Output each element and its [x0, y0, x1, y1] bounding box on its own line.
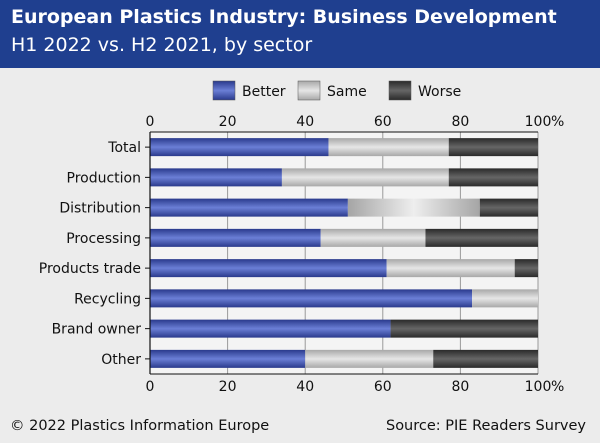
- bar-same-processing: [320, 228, 426, 247]
- bar-same-products-trade: [386, 259, 515, 278]
- bar-better-total: [150, 138, 329, 157]
- stacked-bar-chart: Better Same Worse 0 20 40 60 80 100 % 0 20 40 60 80 10…: [39, 80, 564, 395]
- category-label: Production: [67, 170, 141, 186]
- bar-worse-products-trade: [514, 259, 538, 278]
- bars: [150, 138, 538, 368]
- x-unit-label-top: %: [551, 114, 564, 130]
- legend-label-worse: Worse: [418, 84, 461, 100]
- x-unit-label-bottom: %: [551, 379, 564, 395]
- bar-same-total: [328, 138, 449, 157]
- title-bar: European Plastics Industry: Business Dev…: [0, 0, 600, 68]
- chart-title: European Plastics Industry: Business Dev…: [11, 6, 557, 28]
- bar-same-recycling: [472, 289, 538, 308]
- bar-worse-processing: [425, 228, 538, 247]
- x-tick-label-bottom: 0: [146, 379, 155, 395]
- chart-subtitle: H1 2022 vs. H2 2021, by sector: [11, 34, 313, 56]
- source-note: Source: PIE Readers Survey: [385, 418, 586, 434]
- x-tick-label-top: 60: [374, 114, 392, 130]
- bar-same-other: [305, 349, 434, 368]
- bar-better-production: [150, 168, 282, 187]
- x-tick-label-bottom: 20: [219, 379, 237, 395]
- legend-label-better: Better: [242, 84, 286, 100]
- legend-label-same: Same: [327, 84, 367, 100]
- category-label: Total: [107, 140, 141, 156]
- bar-worse-distribution: [479, 198, 538, 217]
- bar-same-distribution: [347, 198, 480, 217]
- bar-better-brand-owner: [150, 319, 391, 338]
- x-tick-label-top: 100: [525, 114, 552, 130]
- x-tick-label-bottom: 40: [296, 379, 314, 395]
- legend-swatch-better: [212, 80, 236, 101]
- bar-better-distribution: [150, 198, 348, 217]
- axes: 0 20 40 60 80 100 % 0 20 40 60 80 100%: [145, 114, 564, 395]
- bar-better-products-trade: [150, 259, 387, 278]
- plot-area: [150, 132, 538, 374]
- bar-better-other: [150, 349, 306, 368]
- bar-same-production: [281, 168, 449, 187]
- x-tick-label-top: 20: [219, 114, 237, 130]
- legend-swatch-same: [297, 80, 321, 101]
- x-tick-label-bottom: 80: [451, 379, 469, 395]
- category-label: Processing: [66, 231, 141, 247]
- x-tick-label-bottom: 100: [525, 379, 552, 395]
- category-label: Products trade: [39, 261, 141, 277]
- x-tick-label-top: 40: [296, 114, 314, 130]
- copyright-note: © 2022 Plastics Information Europe: [10, 418, 270, 434]
- bar-better-recycling: [150, 289, 473, 308]
- bar-worse-production: [448, 168, 538, 187]
- bar-worse-brand-owner: [390, 319, 538, 338]
- x-tick-label-top: 80: [451, 114, 469, 130]
- category-label: Distribution: [59, 201, 141, 217]
- legend-swatch-worse: [388, 80, 412, 101]
- category-labels: Total Production Distribution Processing Pro…: [39, 140, 141, 368]
- bar-worse-total: [448, 138, 538, 157]
- category-label: Recycling: [74, 291, 141, 307]
- x-tick-label-bottom: 60: [374, 379, 392, 395]
- bar-worse-other: [433, 349, 538, 368]
- x-tick-label-top: 0: [146, 114, 155, 130]
- bar-better-processing: [150, 228, 321, 247]
- category-label: Other: [101, 352, 141, 368]
- legend: Better Same Worse: [212, 80, 461, 101]
- category-label: Brand owner: [52, 322, 142, 338]
